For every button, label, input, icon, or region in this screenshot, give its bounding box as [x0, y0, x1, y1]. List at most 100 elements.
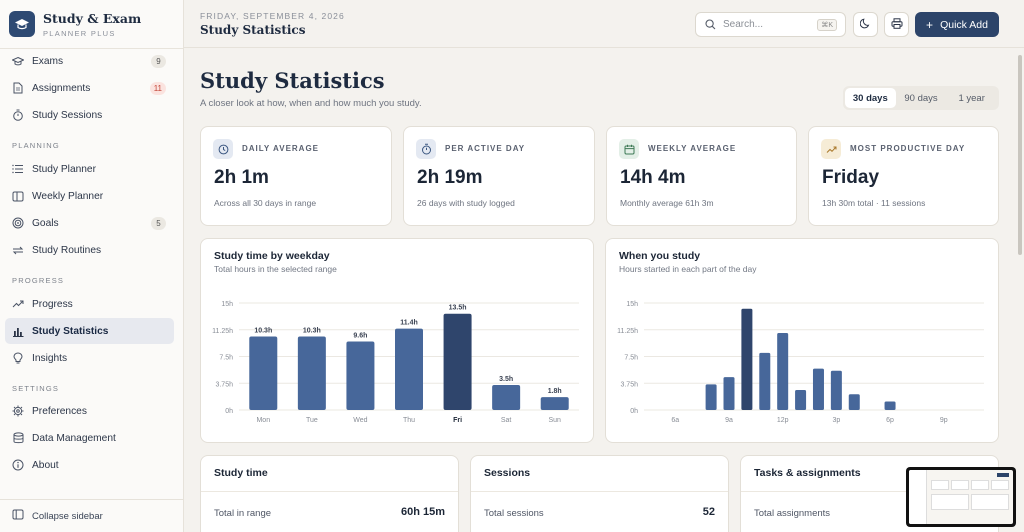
x-tick-label: 9p	[940, 417, 948, 424]
page-scrollbar[interactable]	[1018, 55, 1022, 255]
repeat-icon	[12, 244, 24, 256]
range-tab-1-year[interactable]: 1 year	[958, 92, 985, 104]
summary-card-study-time: Study time Total in range 60h 15m	[200, 455, 459, 532]
sidebar-item-exams[interactable]: Exams 9	[5, 48, 174, 74]
database-icon	[12, 432, 24, 444]
bar-fri	[443, 313, 472, 410]
bar-chart-icon	[12, 325, 24, 337]
printer-icon	[891, 16, 903, 34]
y-tick-label: 11.25h	[212, 328, 233, 335]
summary-title: Tasks & assignments	[754, 467, 861, 479]
sidebar-item-label: Assignments	[32, 82, 91, 94]
bar-hour-10	[741, 308, 753, 410]
divider	[471, 491, 728, 492]
stat-note: Across all 30 days in range	[214, 198, 317, 208]
x-tick-label: Tue	[306, 417, 318, 424]
sidebar-item-progress[interactable]: Progress	[5, 291, 174, 317]
sidebar-item-study-statistics[interactable]: Study Statistics	[5, 318, 174, 344]
page-title: Study Statistics	[200, 68, 385, 93]
stat-value: 2h 1m	[214, 167, 269, 188]
sidebar-item-label: Progress	[32, 298, 73, 310]
quick-add-button[interactable]: + Quick Add	[915, 12, 999, 37]
collapse-sidebar-label: Collapse sidebar	[32, 510, 103, 522]
y-tick-label: 3.75h	[215, 381, 233, 388]
stat-card-weekly-average: WEEKLY AVERAGE 14h 4m Monthly average 61…	[606, 126, 797, 226]
summary-title: Sessions	[484, 467, 531, 479]
sidebar-item-assignments[interactable]: Assignments 11	[5, 75, 174, 101]
stat-note: 26 days with study logged	[417, 198, 515, 208]
bar-tue	[297, 336, 326, 410]
bar-value-label: 3.5h	[499, 376, 513, 383]
summary-card-sessions: Sessions Total sessions 52	[470, 455, 729, 532]
y-tick-label: 7.5h	[219, 355, 233, 362]
stopwatch-icon	[12, 109, 24, 121]
bar-sat	[492, 385, 521, 410]
summary-value: 52	[702, 506, 715, 518]
sidebar-item-about[interactable]: About	[5, 452, 174, 478]
x-tick-label: Fri	[453, 417, 462, 424]
screenshot-preview-thumbnail[interactable]	[906, 467, 1016, 527]
bar-thu	[395, 328, 423, 410]
weekday-bar-chart: 0h 3.75h 7.5h 11.25h 15h 10.3h Mon 10.3h Tue 9.6h…	[212, 301, 579, 424]
x-tick-label: Thu	[403, 417, 415, 424]
page-subtitle: A closer look at how, when and how much …	[200, 98, 422, 109]
sidebar-item-weekly-planner[interactable]: Weekly Planner	[5, 183, 174, 209]
stat-label: WEEKLY AVERAGE	[648, 144, 737, 153]
bar-hour-18	[884, 401, 896, 410]
sidebar-item-goals[interactable]: Goals 5	[5, 210, 174, 236]
sidebar-item-data-management[interactable]: Data Management	[5, 425, 174, 451]
y-tick-label: 0h	[630, 408, 638, 415]
summary-label: Total assignments	[754, 508, 831, 519]
x-tick-label: Sat	[501, 417, 512, 424]
sidebar-item-label: Data Management	[32, 432, 116, 444]
bar-hour-13	[795, 390, 807, 410]
sidebar-item-insights[interactable]: Insights	[5, 345, 174, 371]
stat-card-most-productive-day: MOST PRODUCTIVE DAY Friday 13h 30m total…	[808, 126, 999, 226]
sidebar-item-study-routines[interactable]: Study Routines	[5, 237, 174, 263]
theme-toggle-button[interactable]	[853, 12, 878, 37]
chart-title: When you study	[619, 250, 701, 262]
bar-hour-8	[705, 384, 717, 410]
y-tick-label: 15h	[221, 301, 233, 308]
range-selector: 30 days 90 days 1 year	[843, 86, 999, 110]
y-tick-label: 7.5h	[624, 355, 638, 362]
y-tick-label: 3.75h	[620, 381, 638, 388]
brand[interactable]: Study & Exam PLANNER PLUS	[0, 0, 183, 48]
stat-label: PER ACTIVE DAY	[445, 144, 526, 153]
calendar-icon	[619, 139, 639, 159]
clock-icon	[213, 139, 233, 159]
sidebar-item-study-sessions[interactable]: Study Sessions	[5, 102, 174, 128]
bar-sun	[540, 397, 569, 410]
trend-icon	[12, 298, 24, 310]
sidebar-item-label: Study Planner	[32, 163, 96, 175]
sidebar-item-label: Study Sessions	[32, 109, 103, 121]
chart-subtitle: Hours started in each part of the day	[619, 264, 757, 274]
bar-hour-11	[759, 352, 771, 410]
range-tab-90-days[interactable]: 90 days	[904, 92, 938, 104]
sidebar-item-preferences[interactable]: Preferences	[5, 398, 174, 424]
quick-add-label: Quick Add	[940, 18, 988, 31]
bar-hour-16	[848, 394, 860, 410]
divider	[741, 491, 998, 492]
stat-label: MOST PRODUCTIVE DAY	[850, 144, 966, 153]
count-badge: 9	[151, 55, 166, 68]
bar-value-label: 10.3h	[254, 328, 272, 335]
bar-value-label: 9.6h	[353, 333, 367, 340]
range-tab-30-days[interactable]: 30 days	[845, 88, 896, 108]
graduation-cap-icon	[12, 55, 24, 67]
collapse-sidebar-button[interactable]: Collapse sidebar	[0, 499, 184, 532]
sidebar-item-label: About	[32, 459, 59, 471]
plus-icon: +	[926, 17, 934, 32]
print-button[interactable]	[884, 12, 909, 37]
x-tick-label: 6p	[886, 417, 894, 424]
thumbnail-image	[909, 470, 1013, 524]
bar-hour-9	[723, 377, 735, 410]
top-header: FRIDAY, SEPTEMBER 4, 2026 Study Statisti…	[184, 0, 1024, 48]
file-icon	[12, 82, 24, 94]
search-input[interactable]: Search... ⌘K	[695, 12, 846, 37]
chart-card-weekday: Study time by weekday Total hours in the…	[200, 238, 594, 443]
sidebar-item-study-planner[interactable]: Study Planner	[5, 156, 174, 182]
sidebar-item-label: Goals	[32, 217, 59, 229]
stat-value: 14h 4m	[620, 167, 686, 188]
count-badge: 5	[151, 217, 166, 230]
